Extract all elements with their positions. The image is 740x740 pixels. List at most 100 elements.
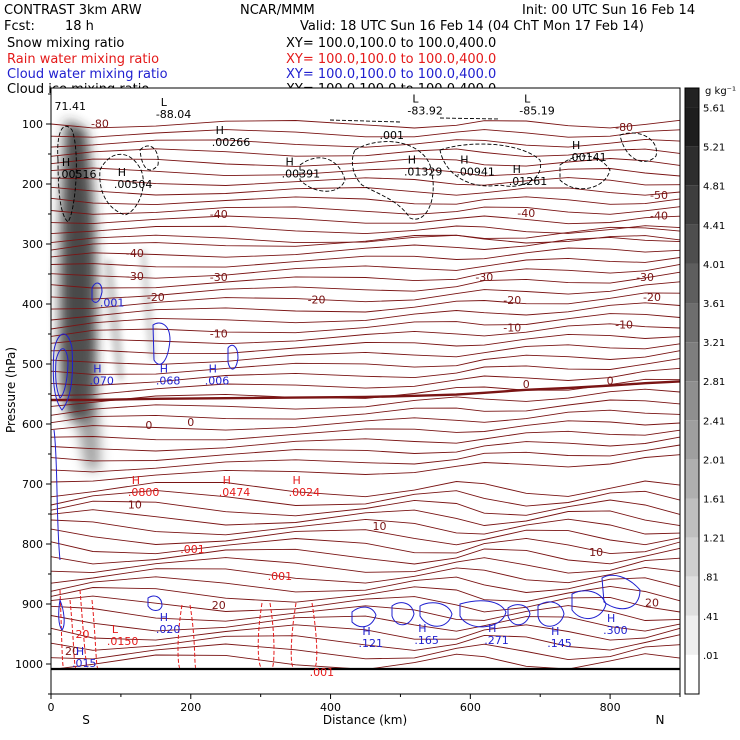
low-value: -88.04	[156, 108, 191, 121]
isotherm	[50, 436, 681, 462]
cloud-water-contour	[419, 602, 453, 627]
fcst-value: 18 h	[65, 19, 94, 34]
isotherm	[50, 206, 681, 215]
contour-label: .001	[100, 296, 125, 309]
colorbar-cell	[685, 224, 699, 264]
isotherm	[50, 271, 681, 300]
high-marker: H	[408, 154, 416, 167]
high-marker: H	[572, 139, 580, 152]
colorbar-frame	[684, 87, 700, 695]
x-tick-label: 800	[600, 701, 621, 714]
isotherm	[50, 388, 681, 416]
colorbar-level: 5.61	[703, 104, 725, 115]
colorbar-level: .01	[703, 651, 719, 662]
isotherm	[50, 323, 681, 345]
isotherm-label: 0	[523, 378, 530, 391]
contour-label: .001	[180, 543, 205, 556]
high-marker: H	[285, 155, 293, 168]
cloud-water-contour	[91, 282, 103, 303]
isotherm	[50, 653, 681, 671]
y-tick-label: 300	[22, 238, 43, 251]
cloud-ice-contour	[619, 132, 657, 162]
colorbar-cell	[685, 537, 699, 577]
high-marker: H	[551, 625, 559, 638]
isotherm	[50, 247, 681, 268]
high-marker: H	[209, 362, 217, 375]
cloud-water-contour	[147, 595, 163, 611]
colorbar-level: 2.41	[703, 416, 725, 427]
isotherm	[50, 358, 681, 386]
colorbar-level: 3.61	[703, 299, 725, 310]
colorbar-level: 2.01	[703, 455, 725, 466]
isotherm	[50, 302, 681, 330]
isotherm	[50, 509, 681, 527]
colorbar-cell	[685, 381, 699, 421]
y-tick-label: 100	[22, 118, 43, 131]
rain-contour	[69, 599, 77, 669]
high-value: .00516	[58, 168, 97, 181]
high-value: .165	[414, 634, 439, 647]
contour-labels: -80 -80-40-40 -40 -40-50-30 -30 -30 -30-20 -20-…	[54, 92, 668, 679]
rain-contour	[257, 602, 275, 669]
cloud-ice-contour	[351, 141, 434, 220]
high-marker: H	[216, 124, 224, 137]
isotherm-lines	[50, 119, 681, 671]
field-xy-cloud-water: XY= 100.0,100.0 to 100.0,400.0	[286, 67, 496, 82]
isotherm	[50, 186, 681, 196]
isotherm	[50, 226, 681, 251]
field-label-cloud-water: Cloud water mixing ratio	[7, 67, 168, 82]
rain-contour	[177, 604, 197, 669]
high-marker: H	[292, 474, 300, 487]
isotherm	[50, 518, 681, 536]
colorbar-level: 1.21	[703, 534, 725, 545]
cloud-water-contour	[391, 602, 415, 626]
isotherm	[50, 528, 681, 546]
isotherm-label: 0	[187, 416, 194, 429]
snow-plume-2	[105, 260, 124, 380]
rain-contours	[59, 589, 318, 669]
high-value: .006	[205, 374, 230, 387]
org-label: NCAR/MMM	[240, 3, 315, 18]
x-tick-label: 400	[320, 701, 341, 714]
isotherm-label: -30	[475, 271, 493, 284]
high-marker: H	[118, 166, 126, 179]
cloud-water-contour	[571, 590, 607, 619]
contour-label: .001	[310, 666, 335, 679]
colorbar-level: 4.01	[703, 260, 725, 271]
cloud-water-contour	[507, 604, 531, 626]
x-tick-label: 200	[180, 701, 201, 714]
high-value: .00266	[212, 136, 251, 149]
isotherm-label: -80	[615, 121, 633, 134]
high-value: .070	[89, 374, 114, 387]
cloud-water-contours	[52, 282, 641, 631]
y-tick-label: 700	[22, 478, 43, 491]
high-marker: H	[62, 156, 70, 169]
contour-label: 20	[75, 628, 89, 641]
isotherm	[50, 177, 681, 186]
plot-frame	[50, 87, 681, 695]
high-marker: H	[160, 611, 168, 624]
isotherm	[50, 480, 681, 498]
isotherm	[50, 158, 681, 167]
colorbar-level: 4.41	[703, 221, 725, 232]
y-tick-label: 200	[22, 178, 43, 191]
colorbar-units: g kg⁻¹	[705, 86, 736, 97]
isotherm-label: -10	[503, 322, 521, 335]
contour-label: .001	[268, 570, 293, 583]
isotherm-label: -40	[210, 208, 228, 221]
high-value: .015	[72, 657, 97, 670]
isotherm-label: 10	[372, 520, 386, 533]
high-marker: H	[488, 622, 496, 635]
isotherm	[50, 129, 681, 138]
isotherm	[50, 429, 681, 452]
x-tick-label: 0	[48, 701, 55, 714]
cloud-water-contour	[459, 600, 507, 628]
high-marker: H	[93, 362, 101, 375]
y-tick-label: 900	[22, 598, 43, 611]
high-value: .121	[359, 637, 384, 650]
cloud-water-contour	[55, 348, 69, 399]
low-marker: L	[161, 96, 168, 109]
high-value: .300	[603, 624, 628, 637]
y-tick-label: 400	[22, 298, 43, 311]
